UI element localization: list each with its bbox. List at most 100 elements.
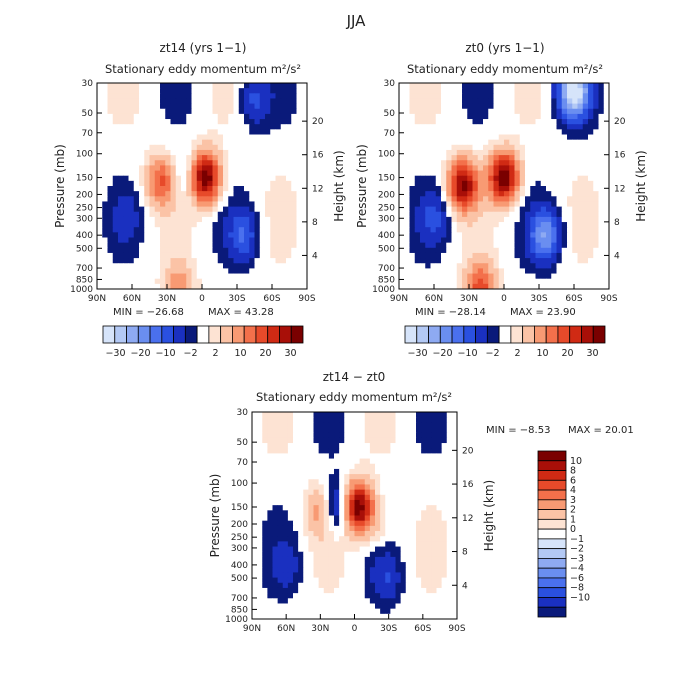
contour-cell <box>451 505 458 511</box>
contour-cell <box>435 247 442 254</box>
x-tick-label: 0 <box>199 294 205 304</box>
contour-cell <box>291 149 297 156</box>
contour-cell <box>369 572 376 578</box>
contour-cell <box>551 139 557 146</box>
contour-cell <box>328 505 335 511</box>
contour-cell <box>588 144 594 151</box>
contour-cell <box>567 191 573 197</box>
contour-cell <box>277 551 284 558</box>
contour-cell <box>259 108 266 115</box>
contour-cell <box>282 587 289 594</box>
contour-cell <box>238 134 245 141</box>
contour-cell <box>426 587 432 594</box>
contour-cell <box>339 499 345 506</box>
contour-cell <box>102 273 108 280</box>
contour-cell <box>252 458 258 465</box>
contour-cell <box>149 83 156 89</box>
contour-cell <box>551 113 557 120</box>
contour-cell <box>272 562 279 568</box>
contour-cell <box>313 484 320 491</box>
contour-cell <box>425 124 431 130</box>
contour-cell <box>572 103 578 110</box>
contour-cell <box>556 180 563 187</box>
contour-cell <box>603 155 610 161</box>
contour-cell <box>267 422 273 428</box>
contour-cell <box>451 572 458 578</box>
contour-cell <box>286 186 292 192</box>
contour-cell <box>301 201 308 207</box>
contour-cell <box>535 139 542 146</box>
contour-cell <box>436 598 443 604</box>
contour-cell <box>451 222 458 228</box>
contour-cell <box>420 180 426 187</box>
contour-cell <box>133 252 140 259</box>
contour-cell <box>339 572 345 578</box>
contour-cell <box>334 577 340 584</box>
contour-cell <box>212 119 219 125</box>
contour-cell <box>504 175 510 182</box>
contour-cell <box>139 113 145 120</box>
contour-cell <box>228 144 234 151</box>
contour-cell <box>380 546 386 553</box>
contour-cell <box>277 463 284 470</box>
contour-cell <box>504 216 510 223</box>
contour-cell <box>446 432 453 439</box>
contour-cell <box>416 422 422 428</box>
contour-cell <box>328 582 335 589</box>
contour-cell <box>144 83 150 89</box>
contour-cell <box>318 474 325 480</box>
contour-cell <box>196 108 203 115</box>
contour-cell <box>514 160 521 166</box>
contour-cell <box>170 237 177 244</box>
contour-cell <box>380 608 386 615</box>
contour-cell <box>267 551 273 558</box>
contour-cell <box>380 484 386 491</box>
contour-cell <box>181 201 187 207</box>
contour-cell <box>409 88 416 94</box>
contour-cell <box>359 541 366 547</box>
contour-cell <box>514 124 521 130</box>
contour-cell <box>488 149 494 156</box>
contour-cell <box>380 603 386 610</box>
contour-cell <box>107 144 114 151</box>
contour-cell <box>435 103 442 110</box>
contour-cell <box>405 417 412 423</box>
contour-cell <box>519 211 526 218</box>
contour-cell <box>196 278 203 285</box>
contour-cell <box>165 232 171 238</box>
contour-cell <box>514 283 521 290</box>
contour-cell <box>291 103 297 110</box>
contour-cell <box>588 155 594 161</box>
contour-cell <box>275 232 282 238</box>
contour-cell <box>556 206 563 213</box>
contour-cell <box>160 278 166 285</box>
contour-cell <box>344 499 350 506</box>
contour-cell <box>504 258 510 264</box>
contour-cell <box>409 191 416 197</box>
contour-cell <box>349 531 355 537</box>
contour-cell <box>249 108 255 115</box>
contour-cell <box>160 98 166 104</box>
contour-cell <box>181 88 187 94</box>
contour-cell <box>451 448 458 454</box>
contour-cell <box>467 273 473 280</box>
contour-cell <box>107 155 114 161</box>
contour-cell <box>572 273 578 280</box>
contour-cell <box>436 520 443 527</box>
contour-cell <box>364 562 371 568</box>
contour-cell <box>196 98 203 104</box>
contour-cell <box>514 165 521 171</box>
contour-cell <box>467 263 473 269</box>
contour-cell <box>249 222 255 228</box>
contour-cell <box>175 201 182 207</box>
contour-cell <box>451 283 458 290</box>
contour-cell <box>262 587 268 594</box>
contour-cell <box>425 283 431 290</box>
contour-cell <box>354 567 361 573</box>
contour-cell <box>186 263 192 269</box>
contour-cell <box>551 175 557 182</box>
contour-cell <box>313 443 320 449</box>
y-tick-label: 100 <box>76 150 93 160</box>
contour-cell <box>451 237 458 244</box>
contour-cell <box>416 489 422 496</box>
